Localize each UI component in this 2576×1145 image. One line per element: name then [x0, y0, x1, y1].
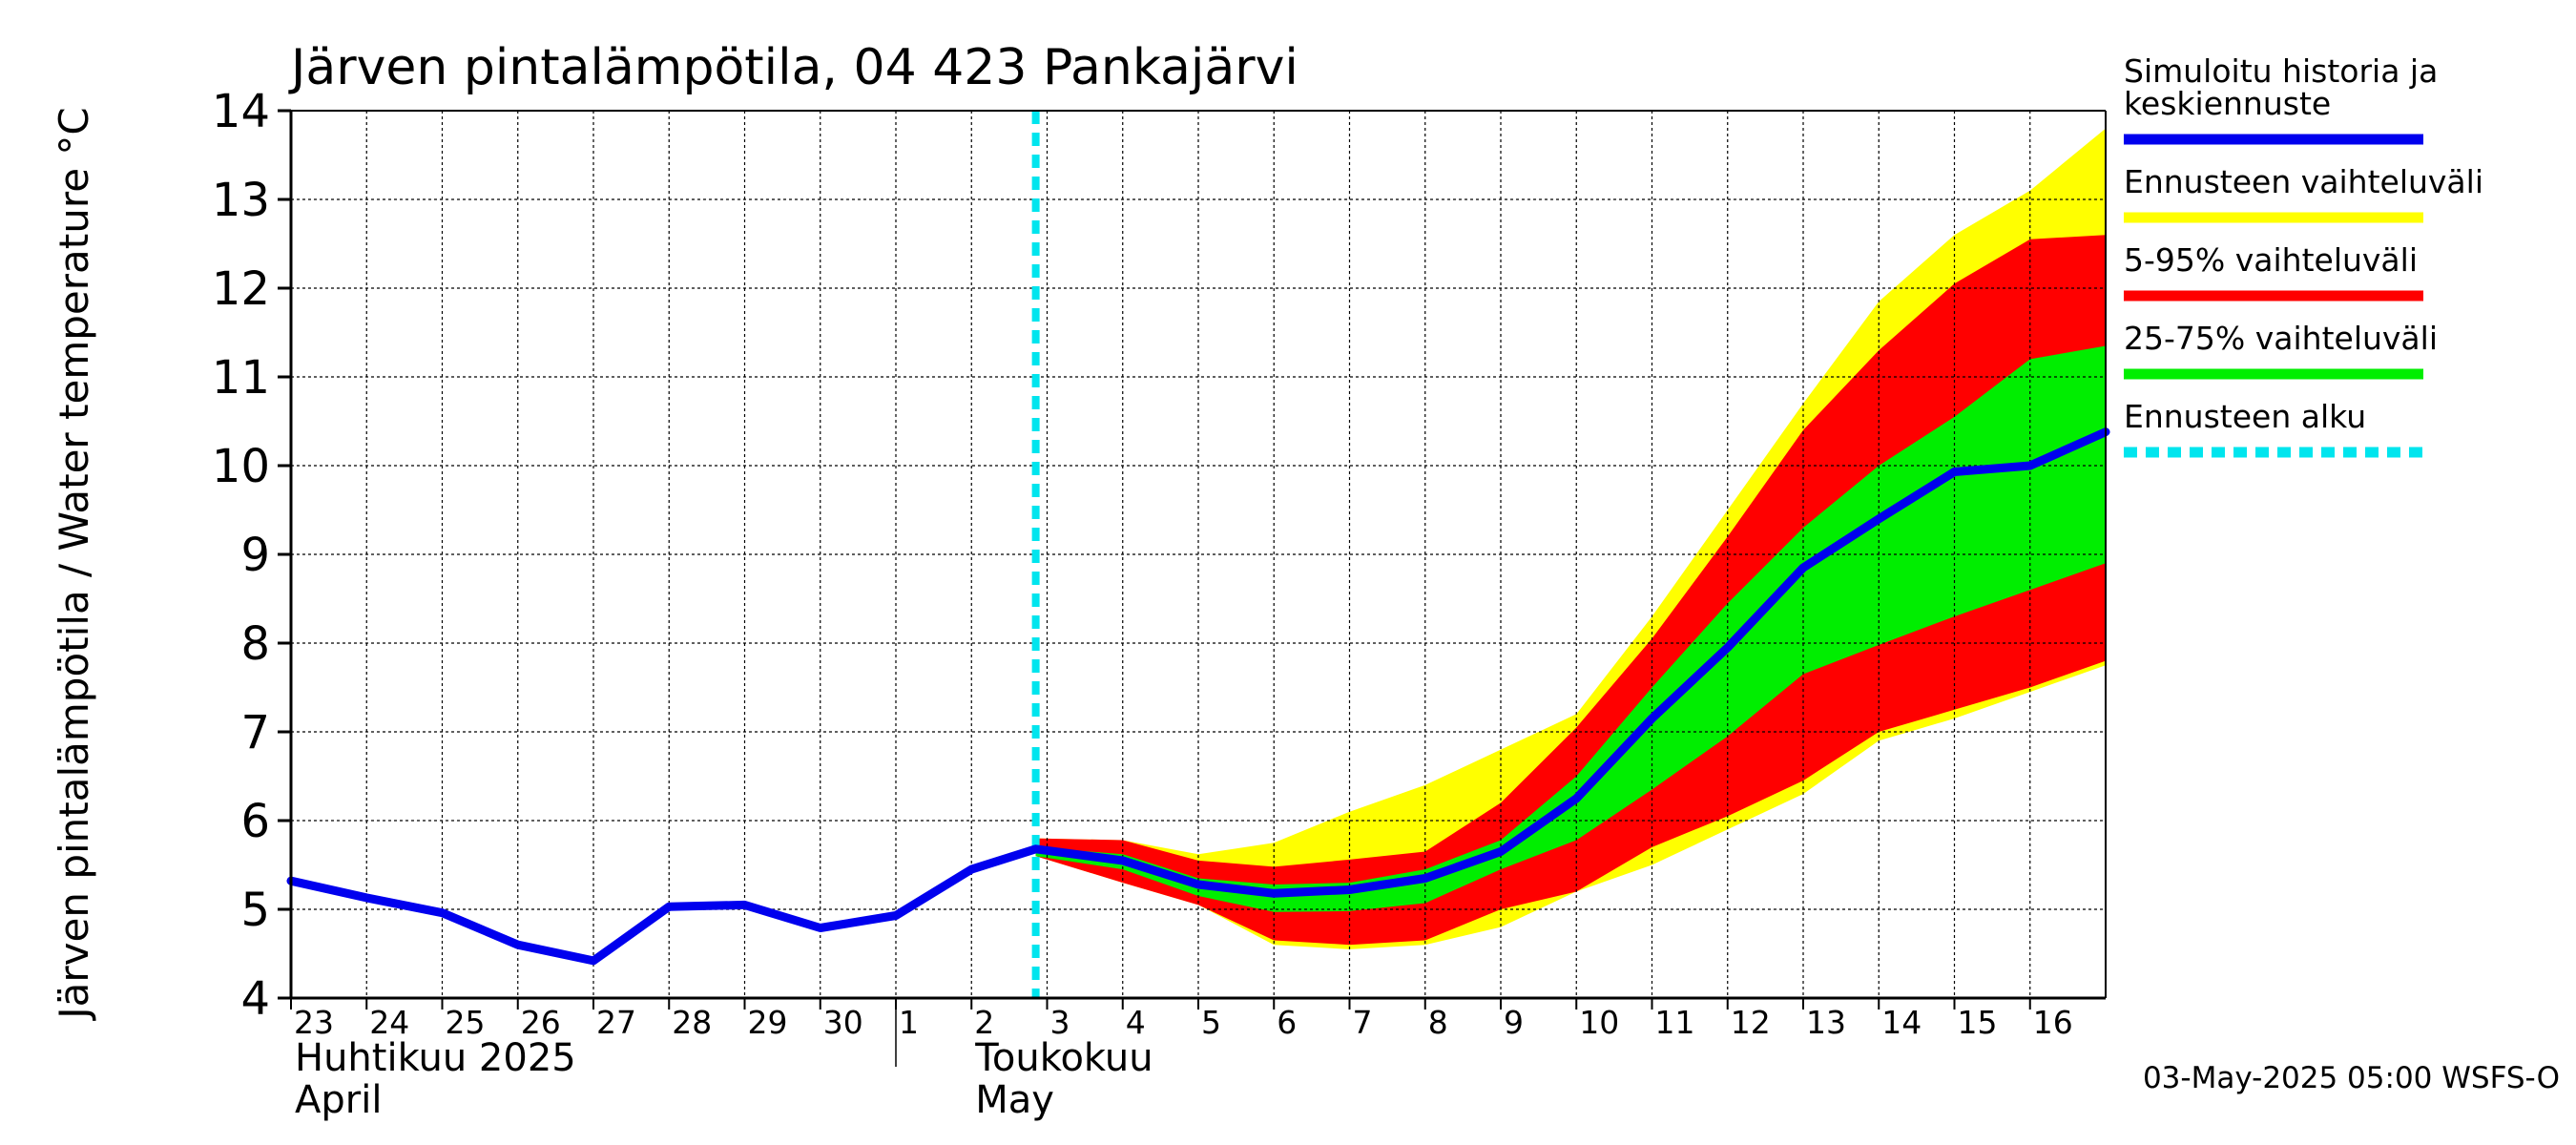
x-tick-label: 28 [672, 1004, 712, 1041]
legend-label: Simuloitu historia ja [2124, 52, 2438, 90]
legend-label: 5-95% vaihteluväli [2124, 241, 2418, 279]
x-tick-label: 10 [1579, 1004, 1619, 1041]
y-tick-label: 5 [240, 884, 270, 937]
y-tick-label: 12 [212, 262, 270, 316]
month-label: Huhtikuu 2025 [295, 1036, 576, 1080]
grid-lines [291, 111, 2106, 998]
series-line [286, 427, 2110, 966]
y-tick-label: 6 [240, 795, 270, 848]
y-tick-label: 11 [212, 351, 270, 405]
x-tick-label: 25 [446, 1004, 486, 1041]
x-tick-label: 7 [1353, 1004, 1373, 1041]
x-tick-label: 23 [294, 1004, 334, 1041]
x-tick-label: 1 [899, 1004, 919, 1041]
x-tick-label: 24 [369, 1004, 409, 1041]
x-tick-label: 26 [521, 1004, 561, 1041]
chart-title: Järven pintalämpötila, 04 423 Pankajärvi [288, 39, 1298, 96]
x-tick-label: 13 [1806, 1004, 1846, 1041]
y-axis-label: Järven pintalämpötila / Water temperatur… [51, 107, 97, 1021]
footer-timestamp: 03-May-2025 05:00 WSFS-O [2143, 1061, 2560, 1095]
band-area-2 [1035, 235, 2106, 946]
legend-label: Ennusteen alku [2124, 398, 2366, 435]
y-tick-label: 10 [212, 440, 270, 493]
y-tick-label: 8 [240, 617, 270, 671]
x-tick-label: 2 [974, 1004, 994, 1041]
x-tick-label: 9 [1504, 1004, 1524, 1041]
y-tick-label: 4 [240, 972, 270, 1026]
x-tick-label: 8 [1428, 1004, 1448, 1041]
x-tick-label: 14 [1881, 1004, 1922, 1041]
y-tick-label: 13 [212, 174, 270, 227]
forecast-bands [1035, 128, 2106, 949]
x-tick-label: 6 [1277, 1004, 1297, 1041]
legend-label: keskiennuste [2124, 85, 2331, 122]
x-tick-label: 4 [1126, 1004, 1146, 1041]
y-tick-label: 9 [240, 529, 270, 582]
legend-label: Ennusteen vaihteluväli [2124, 163, 2483, 200]
legend-label: 25-75% vaihteluväli [2124, 320, 2438, 357]
y-tick-label: 7 [240, 706, 270, 760]
x-tick-label: 11 [1655, 1004, 1695, 1041]
month-label-en: May [975, 1078, 1054, 1122]
x-tick-label: 12 [1731, 1004, 1771, 1041]
x-tick-label: 5 [1201, 1004, 1221, 1041]
month-label-en: April [295, 1078, 382, 1122]
data-lines [286, 111, 2110, 998]
month-label: Toukokuu [974, 1036, 1153, 1080]
y-tick-label: 14 [212, 85, 270, 138]
x-tick-label: 27 [596, 1004, 636, 1041]
x-tick-label: 29 [748, 1004, 788, 1041]
x-tick-label: 15 [1958, 1004, 1998, 1041]
x-tick-label: 30 [823, 1004, 863, 1041]
x-tick-label: 16 [2033, 1004, 2073, 1041]
x-tick-label: 3 [1050, 1004, 1070, 1041]
